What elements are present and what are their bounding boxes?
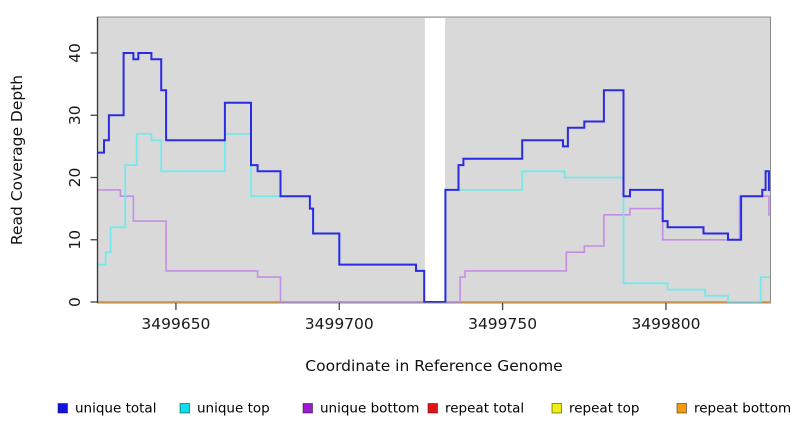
legend-swatch-unique-bottom	[302, 403, 313, 414]
x-tick-label: 3499750	[468, 315, 537, 333]
series-line-unique-total	[97, 52, 771, 303]
x-axis-label: Coordinate in Reference Genome	[305, 357, 562, 375]
y-tick-label: 30	[66, 105, 84, 125]
legend-label-repeat-top: repeat top	[569, 401, 639, 417]
legend-swatch-repeat-top	[551, 403, 562, 414]
legend-label-repeat-bottom: repeat bottom	[694, 401, 791, 417]
y-tick-label: 20	[66, 168, 84, 188]
y-tick-label: 10	[66, 230, 84, 250]
legend-label-unique-bottom: unique bottom	[320, 401, 419, 417]
legend-swatch-repeat-total	[427, 403, 438, 414]
x-tick-label: 3499700	[305, 315, 374, 333]
legend-swatch-repeat-bottom	[676, 403, 687, 414]
coverage-gap-band	[424, 18, 446, 303]
legend-label-repeat-total: repeat total	[445, 401, 524, 417]
legend-label-unique-total: unique total	[75, 401, 156, 417]
y-tick-label: 40	[66, 43, 84, 63]
legend: unique total unique top unique bottom repea…	[57, 401, 791, 417]
x-tick-label: 3499650	[141, 315, 210, 333]
y-axis-label: Read Coverage Depth	[8, 75, 26, 245]
legend-swatch-unique-top	[179, 403, 190, 414]
x-tick-label: 3499800	[631, 315, 700, 333]
series-line-unique-bottom	[97, 189, 771, 303]
legend-label-unique-top: unique top	[197, 401, 270, 417]
y-tick-label: 0	[66, 297, 84, 307]
legend-swatch-unique-total	[57, 403, 68, 414]
